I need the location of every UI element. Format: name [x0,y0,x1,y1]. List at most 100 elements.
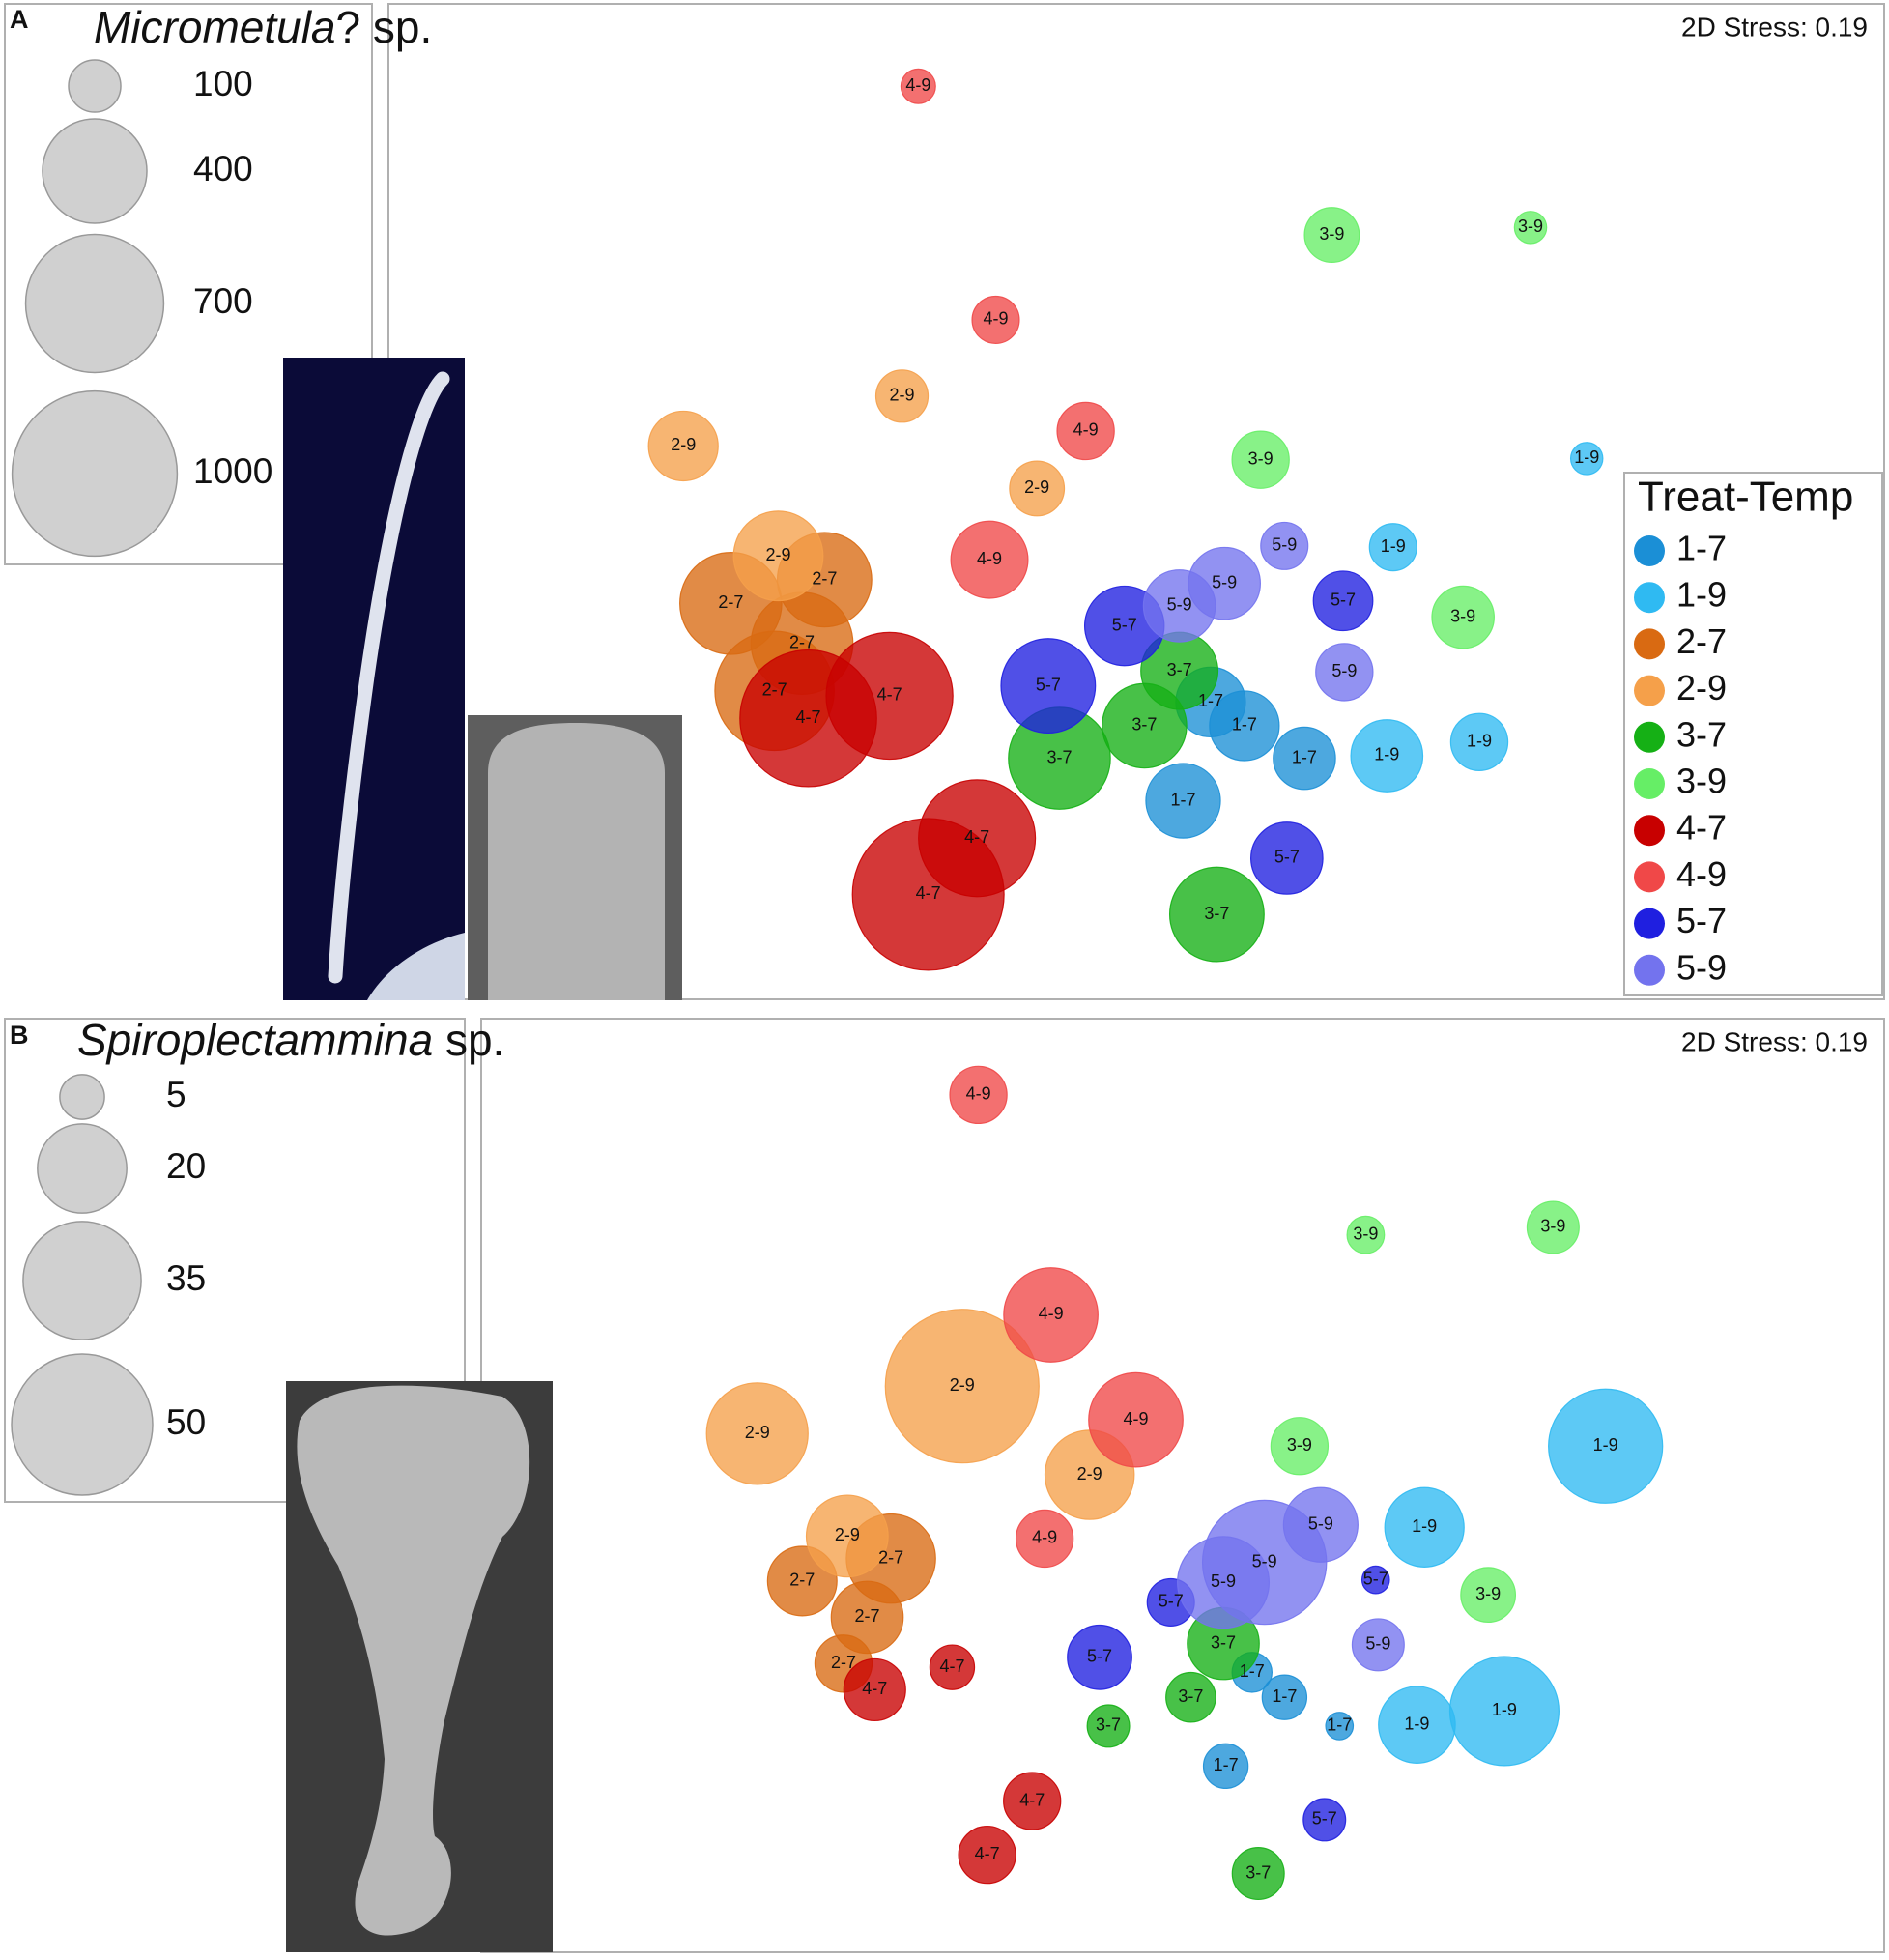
bubble [1346,1215,1386,1254]
size-legend-frame [4,1018,466,1503]
bubble [1449,712,1509,771]
bubble [843,1657,906,1722]
bubble-label: 4-7 [1019,1790,1045,1809]
bubble [1250,821,1324,895]
size-legend-label: 1000 [193,451,272,491]
size-legend-label: 35 [166,1258,206,1298]
bubble-label: 2-9 [950,1375,975,1395]
bubble-label: 3-7 [1178,1686,1203,1706]
bubble-label: 2-7 [789,1571,815,1590]
legend-label: 2-9 [1676,668,1727,707]
size-legend-label: 5 [166,1075,186,1114]
bubble-label: 5-7 [1312,1809,1337,1829]
bubble [1261,1674,1308,1720]
bubble [1360,1565,1390,1595]
photo-specimen [297,1385,530,1936]
bubble-label: 4-7 [862,1679,887,1698]
bubble [732,510,824,602]
bubble-label: 4-7 [964,827,989,847]
bubble [1231,1847,1285,1901]
bubble-label: 5-7 [1274,848,1300,867]
bubble-label: 1-9 [1492,1700,1517,1719]
size-legend-label: 100 [193,64,253,103]
photos [283,358,682,1952]
bubble-label: 1-9 [1381,536,1406,556]
bubble-label: 5-9 [1365,1634,1390,1654]
legend-label: 2-7 [1676,621,1727,661]
bubble-label: 4-7 [916,883,941,903]
bubble [1165,1671,1216,1723]
bubble-label: 5-7 [1363,1569,1388,1588]
bubble [1569,442,1604,476]
stress-annotation: 2D Stress: 0.19 [1681,12,1868,42]
bubble [874,369,930,423]
bubble-label: 5-9 [1308,1513,1333,1533]
bubble-label: 2-7 [831,1653,856,1672]
bubble-label: 4-9 [905,75,930,95]
bubble [1303,207,1360,264]
bubble [1067,1624,1132,1690]
bubble-label: 3-9 [1518,216,1543,236]
bubble [1351,1618,1405,1672]
legend-swatch [1634,908,1665,939]
bubble-label: 2-9 [745,1423,770,1442]
bubble [1000,638,1097,735]
bubble [1176,1536,1271,1629]
photo-specimen [488,723,665,1000]
bubble-label: 1-9 [1574,447,1599,467]
bubble-label: 4-9 [1073,420,1099,440]
legend-swatch [1634,815,1665,847]
bubble [1142,569,1216,643]
bubble [1088,1371,1184,1468]
bubble [1231,430,1290,489]
bubble [1209,690,1280,762]
bubble [1086,1704,1131,1748]
bubble [1448,1656,1560,1767]
legend-label: 5-9 [1676,947,1727,987]
bubble-label: 5-7 [1036,675,1061,694]
bubble-label: 3-7 [1046,747,1072,766]
size-legend-bubble [42,118,148,224]
bubble-label: 1-9 [1412,1516,1437,1536]
bubble [1350,719,1424,793]
legend-label: 3-7 [1676,714,1727,754]
bubble-label: 2-9 [835,1525,860,1544]
bubble-label: 1-7 [1198,691,1223,710]
bubble-label: 3-9 [1475,1584,1501,1603]
bubble [1009,460,1066,517]
bubble [1003,1267,1099,1363]
bubble [1325,1712,1355,1741]
bubble-label: 4-9 [984,309,1009,329]
size-legend-bubble [68,59,122,113]
size-legend-bubble [11,389,179,558]
bubble-label: 5-9 [1212,572,1237,591]
bubble-label: 3-9 [1540,1217,1565,1236]
legend-swatch [1634,628,1665,660]
bubble-label: 2-9 [765,545,790,564]
bubble-label: 2-7 [812,569,837,589]
bubble-label: 1-7 [1214,1755,1239,1774]
bubble-label: 5-9 [1211,1571,1236,1591]
bubble [1548,1388,1664,1504]
bubble-label: 2-9 [1024,477,1049,497]
size-legend-label: 700 [193,281,253,321]
bubble-label: 2-9 [1077,1464,1102,1484]
bubble [1312,570,1374,632]
bubble [900,68,936,104]
bubble-label: 2-9 [890,386,915,405]
photo-specimen [328,371,450,984]
bubble-label: 1-7 [1292,747,1317,766]
panel-label: A [10,5,29,34]
bubble-label: 1-7 [1272,1686,1297,1706]
legend-swatch [1634,675,1665,706]
bubble-label: 5-7 [1331,590,1356,609]
bubble [1056,401,1115,461]
bubble [958,1825,1016,1885]
legend-swatch [1634,721,1665,753]
legend-title: Treat-Temp [1638,474,1853,521]
title-rest: ? sp. [336,2,433,52]
bubble-label: 3-7 [1096,1715,1121,1735]
size-legend-label: 20 [166,1146,206,1186]
bubble [805,1494,889,1578]
bubble [1526,1200,1580,1254]
